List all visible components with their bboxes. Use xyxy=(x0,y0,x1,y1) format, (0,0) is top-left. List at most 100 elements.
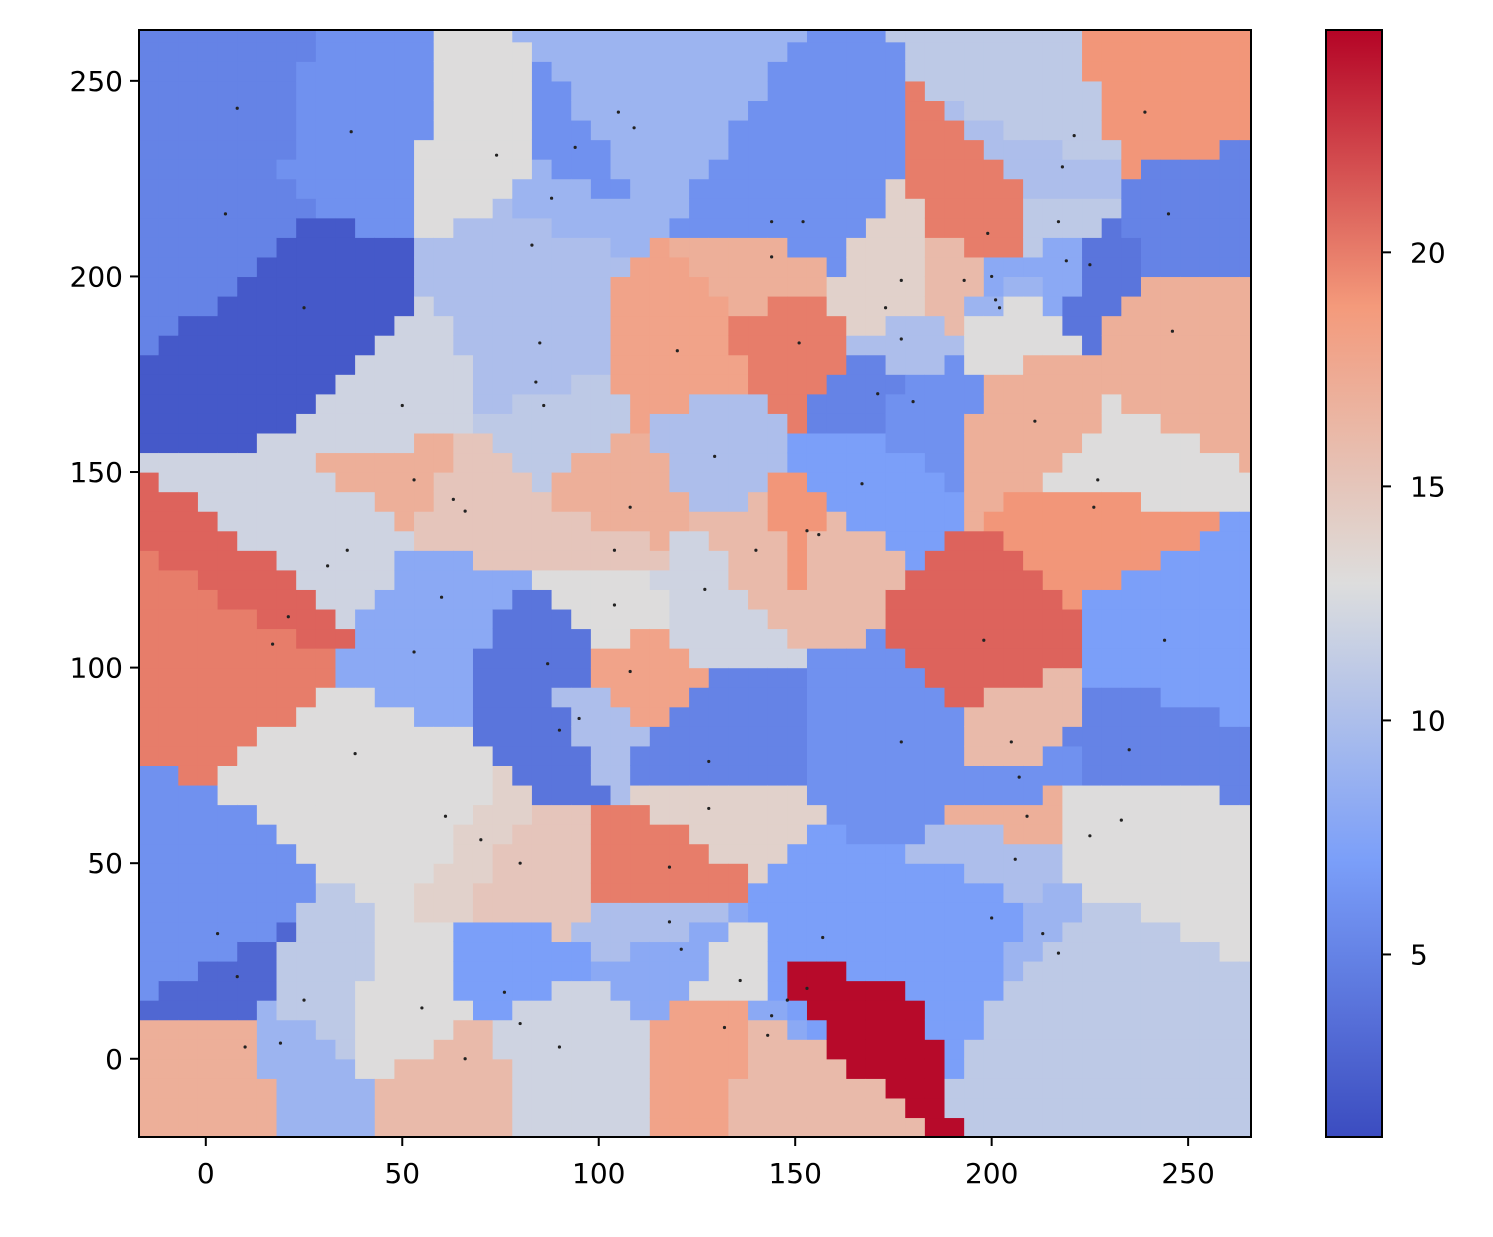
heat-cell xyxy=(1239,119,1251,141)
heat-cell xyxy=(767,295,788,317)
heat-cell xyxy=(1199,667,1221,688)
heat-cell xyxy=(276,824,297,845)
heat-cell xyxy=(610,119,631,141)
heat-cell xyxy=(748,569,769,590)
heat-cell xyxy=(1101,354,1122,375)
heat-cell xyxy=(885,941,906,962)
heat-cell xyxy=(1239,1078,1251,1099)
heat-cell xyxy=(1042,159,1063,180)
heat-cell xyxy=(1023,550,1044,571)
heat-cell xyxy=(374,824,396,845)
heat-cell xyxy=(1219,1078,1240,1099)
heat-cell xyxy=(649,765,671,786)
heat-cell xyxy=(1082,256,1103,278)
heat-cell xyxy=(1042,1078,1063,1099)
heat-cell xyxy=(158,393,179,414)
heat-cell xyxy=(806,100,828,121)
heat-cell xyxy=(748,491,769,512)
heat-cell xyxy=(374,30,396,43)
heat-cell xyxy=(787,491,808,512)
heat-cell xyxy=(787,550,808,571)
heat-cell xyxy=(296,863,317,884)
heat-cell xyxy=(1121,902,1142,923)
heat-cell xyxy=(1062,159,1083,180)
heat-cell xyxy=(296,1019,317,1040)
heat-cell xyxy=(748,315,769,336)
heat-cell xyxy=(964,745,985,766)
heat-cell xyxy=(139,491,160,512)
heat-cell xyxy=(355,784,376,806)
heat-cell xyxy=(453,198,474,219)
heat-cell xyxy=(787,413,808,434)
heat-cell xyxy=(1160,667,1181,688)
sample-point xyxy=(542,403,546,408)
heat-cell xyxy=(197,745,219,766)
heat-cell xyxy=(846,921,867,943)
heat-cell xyxy=(1101,1039,1122,1060)
heat-cell xyxy=(865,687,887,708)
heat-cell xyxy=(1042,354,1063,375)
heat-cell xyxy=(217,687,238,708)
heat-cell xyxy=(139,706,160,727)
heat-cell xyxy=(944,902,965,923)
heat-cell xyxy=(1219,276,1240,297)
heat-cell xyxy=(1062,726,1083,747)
heat-cell xyxy=(1003,315,1024,336)
heat-cell xyxy=(1199,432,1221,454)
heat-cell xyxy=(1023,159,1044,180)
heat-cell xyxy=(355,217,376,238)
heat-cell xyxy=(1023,941,1044,962)
heat-cell xyxy=(590,472,612,493)
heat-cell xyxy=(453,882,474,903)
heat-cell xyxy=(669,569,690,590)
heat-cell xyxy=(139,589,160,610)
heat-cell xyxy=(649,413,671,434)
heat-cell xyxy=(1042,980,1063,1001)
heat-cell xyxy=(139,178,160,199)
heat-cell xyxy=(1042,960,1063,982)
heat-cell xyxy=(433,139,454,160)
heat-cell xyxy=(472,452,494,473)
heat-cell xyxy=(414,824,435,845)
heat-cell xyxy=(610,784,631,806)
heat-cell xyxy=(531,511,553,532)
heat-cell xyxy=(453,765,474,786)
heat-cell xyxy=(865,335,887,356)
heat-cell xyxy=(1023,1039,1044,1060)
heat-cell xyxy=(964,30,985,43)
heat-cell xyxy=(1160,30,1181,43)
heat-cell xyxy=(1003,354,1024,375)
heat-cell xyxy=(1003,530,1024,551)
heat-cell xyxy=(512,882,533,903)
heat-cell xyxy=(708,960,729,982)
heat-cell xyxy=(571,589,592,610)
heat-cell xyxy=(669,1019,690,1040)
heat-cell xyxy=(1199,1058,1221,1079)
heat-cell xyxy=(335,1097,356,1119)
heat-cell xyxy=(374,902,396,923)
heat-cell xyxy=(414,315,435,336)
heat-cell xyxy=(610,41,631,62)
sample-point xyxy=(463,1057,467,1061)
heat-cell xyxy=(414,784,435,806)
heat-cell xyxy=(1239,511,1251,532)
heat-cell xyxy=(630,628,651,649)
heat-cell xyxy=(1003,843,1024,864)
heat-cell xyxy=(846,276,867,297)
heat-cell xyxy=(178,921,199,943)
heat-cell xyxy=(846,687,867,708)
heat-cell xyxy=(806,550,828,571)
heat-cell xyxy=(865,472,887,493)
heat-cell xyxy=(826,960,847,982)
heat-cell xyxy=(1140,491,1162,512)
heat-cell xyxy=(492,569,513,590)
heat-cell xyxy=(453,178,474,199)
heat-cell xyxy=(1101,569,1122,590)
sample-point xyxy=(243,1045,247,1049)
heat-cell xyxy=(197,256,219,278)
heat-cell xyxy=(453,824,474,845)
heat-cell xyxy=(748,824,769,845)
heat-cell xyxy=(708,80,729,102)
heat-cell xyxy=(905,491,926,512)
heat-cell xyxy=(983,413,1005,434)
